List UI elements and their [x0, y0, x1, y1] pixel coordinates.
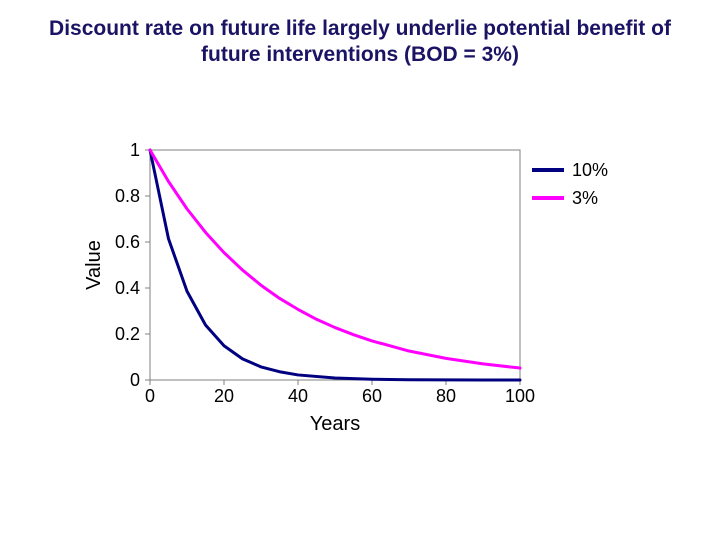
- x-tick-label: 60: [362, 386, 382, 406]
- y-tick-label: 0.6: [115, 232, 140, 252]
- x-tick-label: 80: [436, 386, 456, 406]
- x-tick-label: 20: [214, 386, 234, 406]
- plot-area: [150, 150, 520, 380]
- y-axis-label: Value: [83, 240, 105, 290]
- y-tick-label: 1: [130, 140, 140, 160]
- y-tick-label: 0.4: [115, 278, 140, 298]
- legend-label-3%: 3%: [572, 188, 598, 208]
- chart-svg: 0 0.2 0.4 0.6 0.8 1 0 20 40 60 80 100 Value Years 10% 3…: [80, 140, 640, 440]
- y-tick-label: 0.8: [115, 186, 140, 206]
- x-axis-label: Years: [310, 413, 360, 435]
- x-tick-label: 100: [505, 386, 535, 406]
- y-tick-label: 0: [130, 370, 140, 390]
- discount-rate-chart: 0 0.2 0.4 0.6 0.8 1 0 20 40 60 80 100 Value Years 10% 3…: [80, 140, 640, 440]
- slide-title: Discount rate on future life largely und…: [40, 16, 680, 69]
- x-tick-label: 0: [145, 386, 155, 406]
- x-tick-label: 40: [288, 386, 308, 406]
- y-tick-label: 0.2: [115, 324, 140, 344]
- slide: Discount rate on future life largely und…: [0, 0, 720, 540]
- legend-label-10%: 10%: [572, 160, 608, 180]
